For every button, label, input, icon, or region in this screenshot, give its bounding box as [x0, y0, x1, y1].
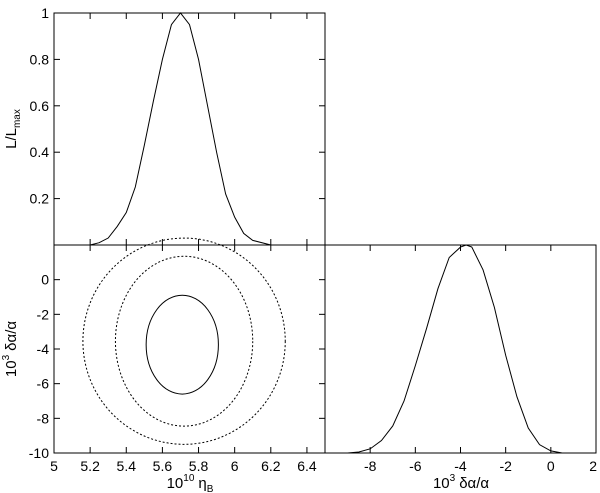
y-tick-label: 0 — [41, 272, 49, 288]
panel-top-left-ylabel: L/Lmax — [3, 109, 23, 149]
ylabel-main: L/L — [3, 128, 20, 149]
panel-top-left-ticks: 0.2 0.4 0.6 0.8 1 — [30, 5, 325, 245]
panel-bottom-left: 5 5.2 5.4 5.6 5.8 6 6.2 6.4-10-8-6-4-20 1010 ηB … — [1, 237, 326, 493]
y-tick-label: -2 — [37, 306, 50, 322]
y-tick-label: 0.8 — [30, 51, 50, 67]
x-tick-label: -4 — [454, 458, 467, 474]
ylabel-prefix-sup: 3 — [1, 354, 12, 360]
panel-bottom-right: -8 -6 -4 -2 0 2 103 δα/α — [324, 244, 597, 492]
xlabel-prefix: 10 — [167, 475, 184, 492]
x-tick-label: 6.2 — [261, 458, 281, 474]
x-tick-label: 6.4 — [297, 458, 317, 474]
x-tick-label: -8 — [364, 458, 377, 474]
ylabel-main: δα/α — [3, 321, 20, 351]
panel-top-left: 0.2 0.4 0.6 0.8 1 L/Lmax — [3, 5, 326, 246]
xlabel-main: δα/α — [459, 475, 489, 492]
x-tick-label: 5.6 — [153, 458, 173, 474]
panel-bottom-left-xlabel: 1010 ηB — [167, 473, 214, 493]
y-tick-label: -6 — [37, 376, 50, 392]
y-tick-label: 0.4 — [30, 144, 50, 160]
ylabel-prefix: 10 — [3, 360, 20, 377]
panel-top-left-frame — [53, 12, 326, 246]
panel-bottom-left-frame — [53, 244, 326, 454]
x-tick-label: 5 — [50, 458, 58, 474]
panel-bottom-left-contours — [82, 237, 286, 445]
x-tick-label: 0 — [547, 458, 555, 474]
panel-bottom-right-frame — [324, 244, 597, 454]
panel-top-left-likelihood-curve — [54, 12, 325, 246]
xlabel-main: η — [198, 475, 206, 492]
y-tick-label: -8 — [37, 410, 50, 426]
contour-3-sigma — [82, 237, 286, 445]
x-tick-label: -2 — [499, 458, 512, 474]
panel-bottom-left-ylabel: 103 δα/α — [1, 321, 20, 377]
y-tick-label: -10 — [29, 445, 49, 461]
ylabel-sub: max — [12, 109, 23, 128]
y-tick-label: 1 — [41, 5, 49, 21]
xlabel-prefix-sup: 10 — [183, 473, 195, 484]
panel-bottom-right-ticks: -8 -6 -4 -2 0 2 — [364, 245, 597, 474]
y-tick-label: -4 — [37, 341, 50, 357]
xlabel-sub: B — [207, 484, 214, 493]
panel-bottom-right-likelihood-curve — [325, 244, 596, 454]
panel-bottom-right-xlabel: 103 δα/α — [433, 473, 489, 492]
y-tick-label: 0.6 — [30, 98, 50, 114]
contour-1-sigma — [145, 294, 219, 395]
x-tick-label: 5.4 — [117, 458, 137, 474]
contour-2-sigma — [114, 255, 254, 427]
x-tick-label: 5.2 — [80, 458, 100, 474]
xlabel-prefix-sup: 3 — [450, 473, 456, 484]
panel-bottom-left-ticks: 5 5.2 5.4 5.6 5.8 6 6.2 6.4 -10 -8 -6 -4 -2 0 — [29, 245, 325, 474]
x-tick-label: 2 — [589, 458, 597, 474]
x-tick-label: 5.8 — [189, 458, 209, 474]
x-tick-label: -6 — [409, 458, 422, 474]
xlabel-prefix: 10 — [433, 475, 450, 492]
x-tick-label: 6 — [231, 458, 239, 474]
y-tick-label: 0.2 — [30, 191, 50, 207]
